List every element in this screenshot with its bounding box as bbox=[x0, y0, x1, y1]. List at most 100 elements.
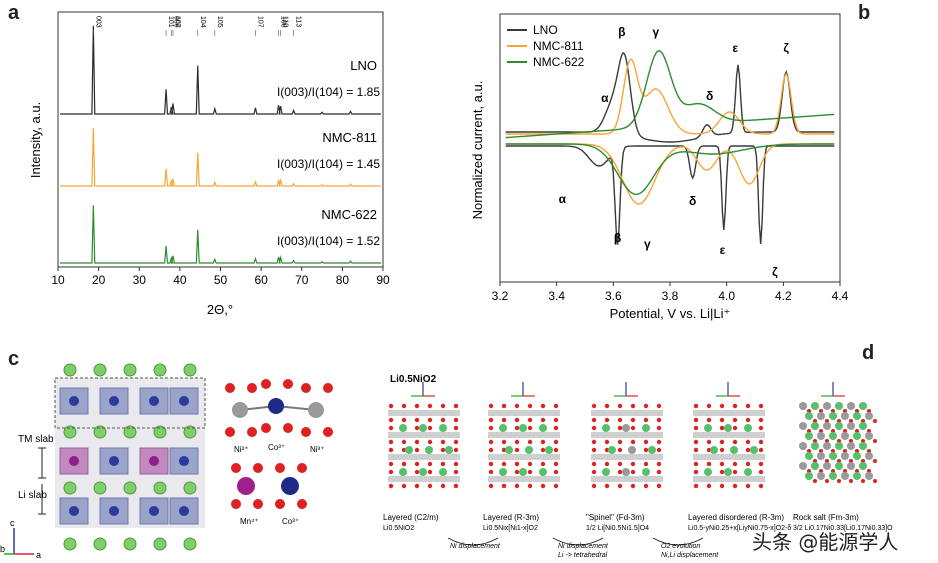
ion-label-ni-2: Ni³⁺ bbox=[310, 445, 324, 454]
ion-label-ni-1: Ni³⁺ bbox=[234, 445, 248, 454]
structure-model bbox=[799, 382, 877, 483]
cv-peak-label: ε bbox=[732, 41, 738, 55]
coordination-cluster-top bbox=[225, 379, 333, 437]
cv-x-tick-label: 4.4 bbox=[832, 289, 849, 303]
cv-peak-label: β bbox=[618, 25, 625, 39]
cv-peak-label: α bbox=[601, 91, 609, 105]
cv-charge-lno bbox=[505, 51, 835, 143]
transition-arrow bbox=[552, 537, 604, 546]
xrd-chart: LNO I(003)/I(104) = 1.85 NMC-811 I(003)/I(1… bbox=[28, 11, 390, 317]
watermark-text: 头条 @能源学人 bbox=[752, 530, 899, 554]
xrd-series-name-nmc-811: NMC-811 bbox=[322, 130, 377, 145]
cv-x-tick-label: 3.4 bbox=[548, 289, 565, 303]
crystal-structure-figure: TM slab Li slab c b a Ni³⁺ Co³⁺ Ni³⁺ Mn⁴… bbox=[0, 363, 333, 560]
cv-peak-label: δ bbox=[706, 89, 713, 103]
structure-formula: Li0.5-yNi0.25+x[LiyNi0.75-x]O2-δ bbox=[688, 525, 791, 532]
xrd-x-axis-label: 2Θ,° bbox=[207, 302, 233, 317]
axis-c-label: c bbox=[10, 518, 15, 528]
cv-chart: α β γ δ ε ζ α β γ δ ε ζ 3.2 3.4 3.6 3.8 4.0 4.2 4.4 LNO NM… bbox=[470, 13, 849, 321]
xrd-series-nmc-811 bbox=[60, 128, 381, 187]
xrd-series-name-nmc-622: NMC-622 bbox=[321, 207, 377, 222]
cv-discharge-nmc-622 bbox=[505, 143, 835, 196]
ion-label-mn: Mn⁴⁺ bbox=[240, 517, 259, 526]
transition-label: Ni displacement bbox=[450, 543, 501, 550]
cv-legend-label: NMC-811 bbox=[533, 39, 584, 53]
panel-letter-c: c bbox=[8, 348, 20, 370]
transition-label: Ni displacement bbox=[558, 543, 609, 550]
cv-x-tick-label: 4.2 bbox=[775, 289, 792, 303]
panel-letter-b: b bbox=[858, 2, 871, 24]
structure-formula: 1/2 Li[Ni0.5Ni1.5]O4 bbox=[586, 525, 649, 532]
phase-transition-figure: Li0.5NiO2 Layered (C2/m) Li0.5NiO2 Layered… bbox=[383, 374, 893, 559]
tm-slab-label: TM slab bbox=[18, 434, 54, 445]
cv-peak-label: β bbox=[614, 231, 621, 245]
cv-legend-label: LNO bbox=[533, 23, 558, 37]
cv-peak-label: δ bbox=[689, 194, 696, 208]
hkl-label: 104 bbox=[199, 16, 206, 28]
transition-arrow bbox=[652, 537, 704, 546]
transition-label: Ni,Li displacement bbox=[661, 552, 719, 559]
xrd-x-tick-label: 10 bbox=[51, 273, 65, 287]
xrd-series-nmc-622 bbox=[60, 205, 381, 264]
structure-model bbox=[488, 382, 560, 489]
cv-discharge-nmc-811 bbox=[505, 143, 835, 205]
ion-label-co-2: Co³⁺ bbox=[282, 517, 299, 526]
hkl-label: 102 bbox=[174, 16, 181, 28]
cv-x-tick-label: 3.6 bbox=[605, 289, 622, 303]
ion-label-co-1: Co³⁺ bbox=[268, 443, 285, 452]
cv-discharge-lno bbox=[505, 145, 835, 245]
hkl-label: 101 bbox=[167, 16, 174, 28]
xrd-x-tick-label: 30 bbox=[133, 273, 147, 287]
structure-name: Layered (C2/m) bbox=[383, 513, 439, 522]
xrd-x-tick-label: 20 bbox=[92, 273, 106, 287]
transition-arrow bbox=[447, 537, 499, 546]
xrd-ratio-label-nmc-622: I(003)/I(104) = 1.52 bbox=[277, 234, 380, 248]
hkl-label: 003 bbox=[94, 16, 101, 28]
li-slab-label: Li slab bbox=[18, 490, 47, 501]
cv-peak-label: γ bbox=[652, 25, 659, 39]
xrd-y-axis-label: Intensity, a.u. bbox=[28, 102, 43, 178]
panel-letter-d: d bbox=[862, 342, 875, 364]
cv-x-tick-label: 3.2 bbox=[492, 289, 509, 303]
structure-formula: 3/2 Li0.17Ni0.33[Li0.17Ni0.33]O bbox=[793, 525, 893, 532]
coordination-cluster-bottom bbox=[231, 463, 307, 509]
cv-x-tick-label: 4.0 bbox=[718, 289, 735, 303]
cv-peak-label: ζ bbox=[783, 41, 789, 55]
hkl-label: 105 bbox=[216, 16, 223, 28]
cv-charge-nmc-811 bbox=[505, 58, 835, 135]
structure-name: Rock salt (Fm-3m) bbox=[793, 513, 859, 522]
cv-curves bbox=[505, 50, 835, 245]
xrd-ratio-label-nmc-811: I(003)/I(104) = 1.45 bbox=[277, 157, 380, 171]
xrd-x-tick-label: 70 bbox=[295, 273, 309, 287]
structure-model bbox=[693, 382, 765, 489]
structure-name: Layered disordered (R-3m) bbox=[688, 513, 784, 522]
axis-a-label: a bbox=[36, 550, 41, 560]
transition-label: Li -> tetrahedral bbox=[558, 552, 608, 559]
structure-name: "Spinel" (Fd-3m) bbox=[586, 513, 645, 522]
cv-x-axis-label: Potential, V vs. Li|Li⁺ bbox=[610, 306, 731, 321]
cv-peak-label: ζ bbox=[772, 265, 778, 279]
structure-name: Layered (R-3m) bbox=[483, 513, 539, 522]
xrd-x-tick-label: 80 bbox=[336, 273, 350, 287]
xrd-series-lno bbox=[60, 25, 381, 115]
xrd-series-name-lno: LNO bbox=[350, 58, 377, 73]
cv-peak-label: ε bbox=[720, 243, 726, 257]
transition-label: O2 evolution bbox=[661, 543, 700, 550]
xrd-x-tick-label: 50 bbox=[214, 273, 228, 287]
structure-model bbox=[591, 382, 663, 489]
xrd-x-tick-label: 90 bbox=[376, 273, 390, 287]
cv-peak-label: α bbox=[559, 192, 567, 206]
cv-charge-nmc-622 bbox=[505, 50, 835, 139]
xrd-x-tick-label: 60 bbox=[254, 273, 268, 287]
panel-letter-a: a bbox=[8, 2, 20, 24]
hkl-label: 113 bbox=[295, 16, 302, 27]
cv-y-axis-label: Normalized current, a.u. bbox=[470, 81, 485, 220]
hkl-label: 006 bbox=[172, 16, 179, 28]
cv-peak-label: γ bbox=[644, 237, 651, 251]
panel-d-title: Li0.5NiO2 bbox=[390, 374, 437, 385]
hkl-label: 108 bbox=[280, 16, 287, 28]
hkl-label: 107 bbox=[256, 16, 263, 28]
crystal-lattice-illustration bbox=[54, 363, 206, 551]
cv-x-tick-label: 3.8 bbox=[662, 289, 679, 303]
hkl-label: 110 bbox=[282, 16, 289, 27]
